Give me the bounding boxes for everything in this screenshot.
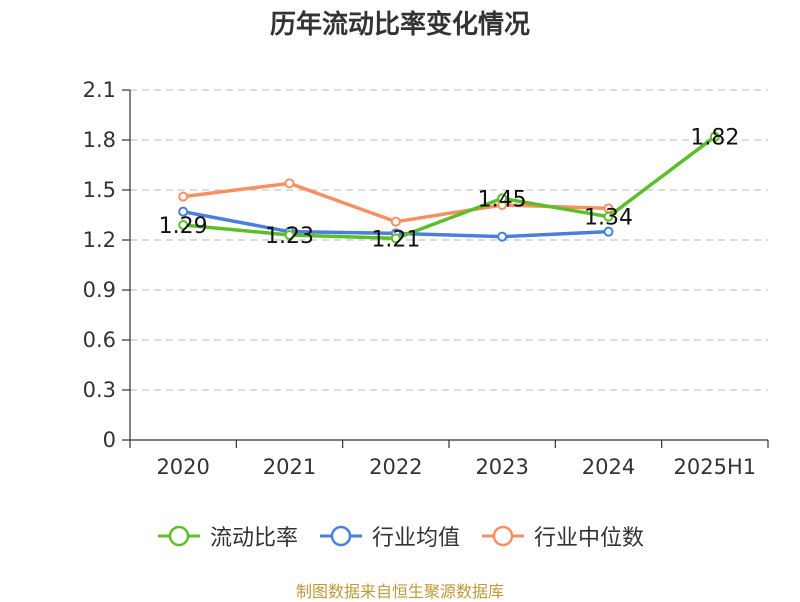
- x-tick-label: 2023: [475, 455, 528, 479]
- data-point: [497, 193, 508, 204]
- data-point: [390, 233, 401, 244]
- series-line: [181, 134, 717, 241]
- y-tick-label: 1.5: [83, 178, 116, 202]
- y-tick-label: 1.8: [83, 128, 116, 152]
- data-label: 1.21: [371, 227, 420, 252]
- series-lines: [178, 131, 720, 244]
- footer-credit: 制图数据来自恒生聚源数据库: [295, 582, 504, 601]
- legend-label: 流动比率: [209, 526, 298, 551]
- data-point: [709, 131, 720, 142]
- x-tick-label: 2025H1: [674, 455, 757, 479]
- data-label: 1.23: [265, 224, 314, 249]
- data-label: 1.45: [478, 187, 527, 212]
- data-label: 1.34: [584, 206, 633, 231]
- data-label: 1.82: [690, 126, 739, 151]
- series-line: [181, 181, 611, 224]
- y-tick-label: 0.9: [83, 278, 116, 302]
- legend-item[interactable]: 行业中位数: [480, 520, 644, 552]
- legend-marker-icon: [157, 525, 200, 547]
- y-tick-label: 2.1: [83, 78, 116, 102]
- legend-label: 行业均值: [371, 526, 460, 551]
- data-point: [603, 226, 614, 237]
- data-label: 1.29: [159, 214, 208, 239]
- legend-item[interactable]: 流动比率: [156, 520, 298, 552]
- x-tick-label: 2020: [156, 455, 209, 479]
- grid-lines: [130, 89, 768, 391]
- data-labels: 1.29 1.23 1.21 1.45 1.34 1.82: [159, 126, 740, 253]
- data-point: [284, 230, 295, 240]
- x-tick-label: 2022: [369, 455, 422, 479]
- data-point: [178, 220, 189, 230]
- legend-marker-icon: [482, 525, 524, 547]
- x-tick-label: 2024: [582, 455, 635, 479]
- data-point: [390, 216, 401, 227]
- legend-label: 行业中位数: [534, 526, 645, 551]
- data-point: [497, 231, 508, 242]
- y-tick-label: 1.2: [83, 228, 116, 252]
- legend-item[interactable]: 行业均值: [318, 520, 460, 552]
- legend: 流动比率 行业均值 行业中位数: [0, 520, 800, 552]
- data-point: [603, 211, 614, 222]
- data-point: [178, 206, 189, 217]
- axes: 0 0.3 0.6 0.9 1.2 1.5 1.8 2.1 2020 2021 2022 2023 20…: [83, 78, 769, 479]
- x-tick-label: 2021: [263, 455, 316, 479]
- data-point: [178, 191, 189, 202]
- y-tick-label: 0: [103, 428, 116, 452]
- y-tick-label: 0.6: [83, 328, 116, 352]
- legend-marker-icon: [319, 525, 362, 547]
- data-point: [284, 178, 295, 189]
- chart-title: 历年流动比率变化情况: [269, 10, 530, 40]
- y-tick-label: 0.3: [83, 378, 116, 402]
